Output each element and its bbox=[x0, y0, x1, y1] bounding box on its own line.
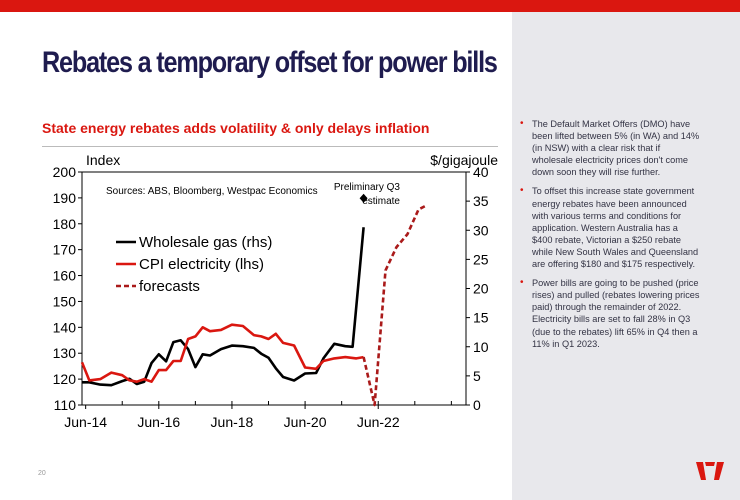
subtitle-divider bbox=[42, 146, 498, 147]
left-axis-tick-label: 160 bbox=[53, 268, 77, 284]
left-axis-tick-label: 110 bbox=[54, 397, 77, 413]
commentary-bullets: The Default Market Offers (DMO) have bee… bbox=[520, 118, 700, 357]
left-axis-tick-label: 190 bbox=[53, 190, 77, 206]
legend-entry: forecasts bbox=[139, 278, 200, 295]
commentary-bullet: To offset this increase state government… bbox=[520, 185, 700, 270]
left-axis-tick-label: 170 bbox=[53, 242, 77, 258]
x-axis-tick-label: Jun-20 bbox=[284, 414, 327, 430]
left-axis-tick-label: 180 bbox=[53, 216, 77, 232]
power-bills-chart: Index $/gigajoule Sources: ABS, Bloomber… bbox=[53, 152, 499, 430]
right-axis-tick-label: 15 bbox=[473, 310, 489, 326]
x-axis-tick-label: Jun-16 bbox=[137, 414, 180, 430]
left-axis-tick-label: 200 bbox=[53, 164, 77, 180]
left-axis-tick-label: 130 bbox=[53, 345, 77, 361]
page-number: 20 bbox=[38, 470, 46, 477]
right-axis-tick-label: 35 bbox=[473, 193, 489, 209]
page-title: Rebates a temporary offset for power bil… bbox=[42, 46, 498, 79]
right-axis-tick-label: 25 bbox=[473, 251, 489, 267]
right-axis-tick-label: 40 bbox=[473, 164, 489, 180]
legend-entry: CPI electricity (lhs) bbox=[139, 256, 264, 273]
left-axis-tick-label: 140 bbox=[53, 319, 77, 335]
series-line-1 bbox=[80, 323, 364, 383]
x-axis-tick-label: Jun-18 bbox=[211, 414, 254, 430]
left-axis-label: Index bbox=[86, 152, 120, 168]
left-axis-tick-label: 150 bbox=[53, 293, 77, 309]
westpac-logo-icon bbox=[696, 462, 724, 480]
annotation-label: estimate bbox=[362, 196, 400, 207]
left-axis-tick-label: 120 bbox=[53, 371, 77, 387]
x-axis-tick-label: Jun-14 bbox=[64, 414, 107, 430]
commentary-bullet: The Default Market Offers (DMO) have bee… bbox=[520, 118, 700, 178]
right-axis-tick-label: 5 bbox=[473, 368, 481, 384]
right-axis-tick-label: 0 bbox=[473, 397, 481, 413]
x-axis-tick-label: Jun-22 bbox=[357, 414, 400, 430]
annotation-label: Preliminary Q3 bbox=[334, 182, 401, 193]
estimate-diamond-marker bbox=[359, 193, 368, 203]
series-line-2 bbox=[362, 204, 427, 407]
top-accent-bar bbox=[0, 0, 740, 12]
commentary-bullet: Power bills are going to be pushed (pric… bbox=[520, 277, 700, 350]
right-axis-tick-label: 10 bbox=[473, 339, 489, 355]
chart-subtitle: State energy rebates adds volatility & o… bbox=[42, 120, 430, 136]
right-axis-tick-label: 20 bbox=[473, 281, 489, 297]
chart-legend: Wholesale gas (rhs) CPI electricity (lhs)… bbox=[116, 234, 272, 295]
right-axis-tick-label: 30 bbox=[473, 222, 489, 238]
plot-area: 110 120 130 140 150 160 170 180 190 200 0 5 10 15 20 25… bbox=[53, 164, 489, 430]
source-note: Sources: ABS, Bloomberg, Westpac Economi… bbox=[106, 186, 318, 197]
right-axis-label: $/gigajoule bbox=[430, 152, 498, 168]
legend-entry: Wholesale gas (rhs) bbox=[139, 234, 272, 251]
